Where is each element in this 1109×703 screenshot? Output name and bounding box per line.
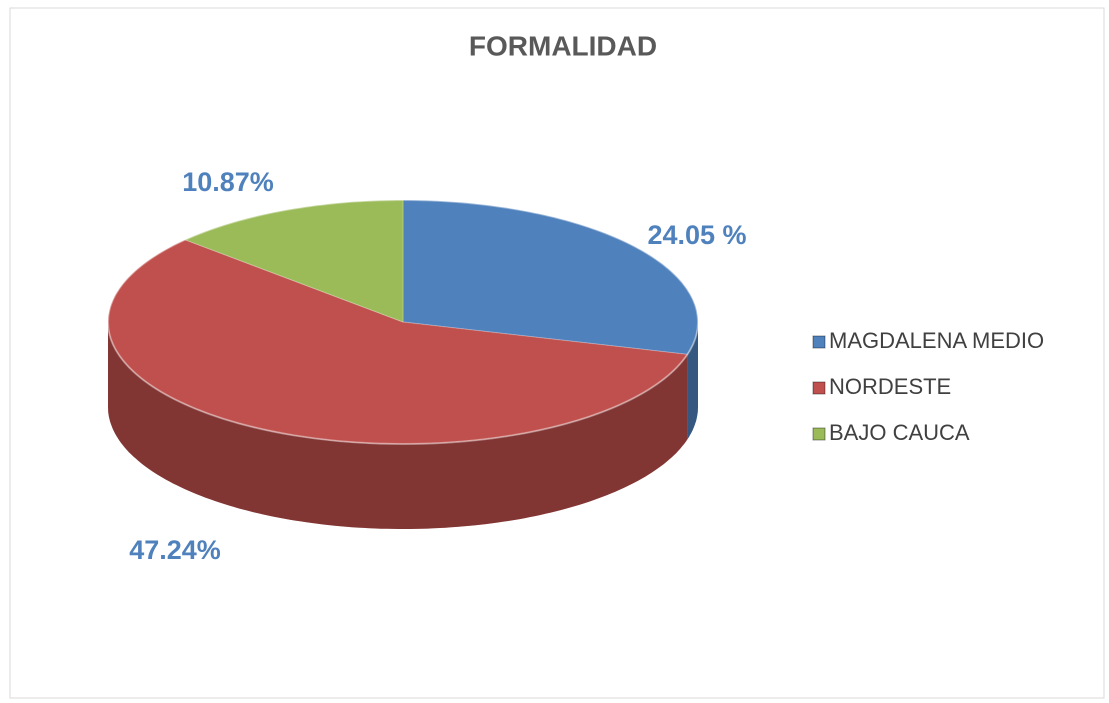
slice-side-shade xyxy=(108,322,688,529)
slice xyxy=(402,199,699,355)
slice xyxy=(183,199,404,323)
legend-label: MAGDALENA MEDIO xyxy=(829,328,1044,353)
data-label: 47.24% xyxy=(129,535,221,565)
slice-side xyxy=(108,322,688,529)
legend-swatch xyxy=(812,381,826,395)
slice-side xyxy=(687,322,698,440)
chart-title: FORMALIDAD xyxy=(469,30,657,61)
slice xyxy=(107,239,689,445)
legend-swatch xyxy=(812,335,826,349)
slice-side-shade xyxy=(687,322,698,440)
data-label: 24.05 % xyxy=(647,220,746,250)
legend-label: NORDESTE xyxy=(829,374,951,399)
legend-swatch xyxy=(812,427,826,441)
pie-rim xyxy=(107,199,699,445)
data-label: 10.87% xyxy=(182,167,274,197)
legend-label: BAJO CAUCA xyxy=(829,420,970,445)
